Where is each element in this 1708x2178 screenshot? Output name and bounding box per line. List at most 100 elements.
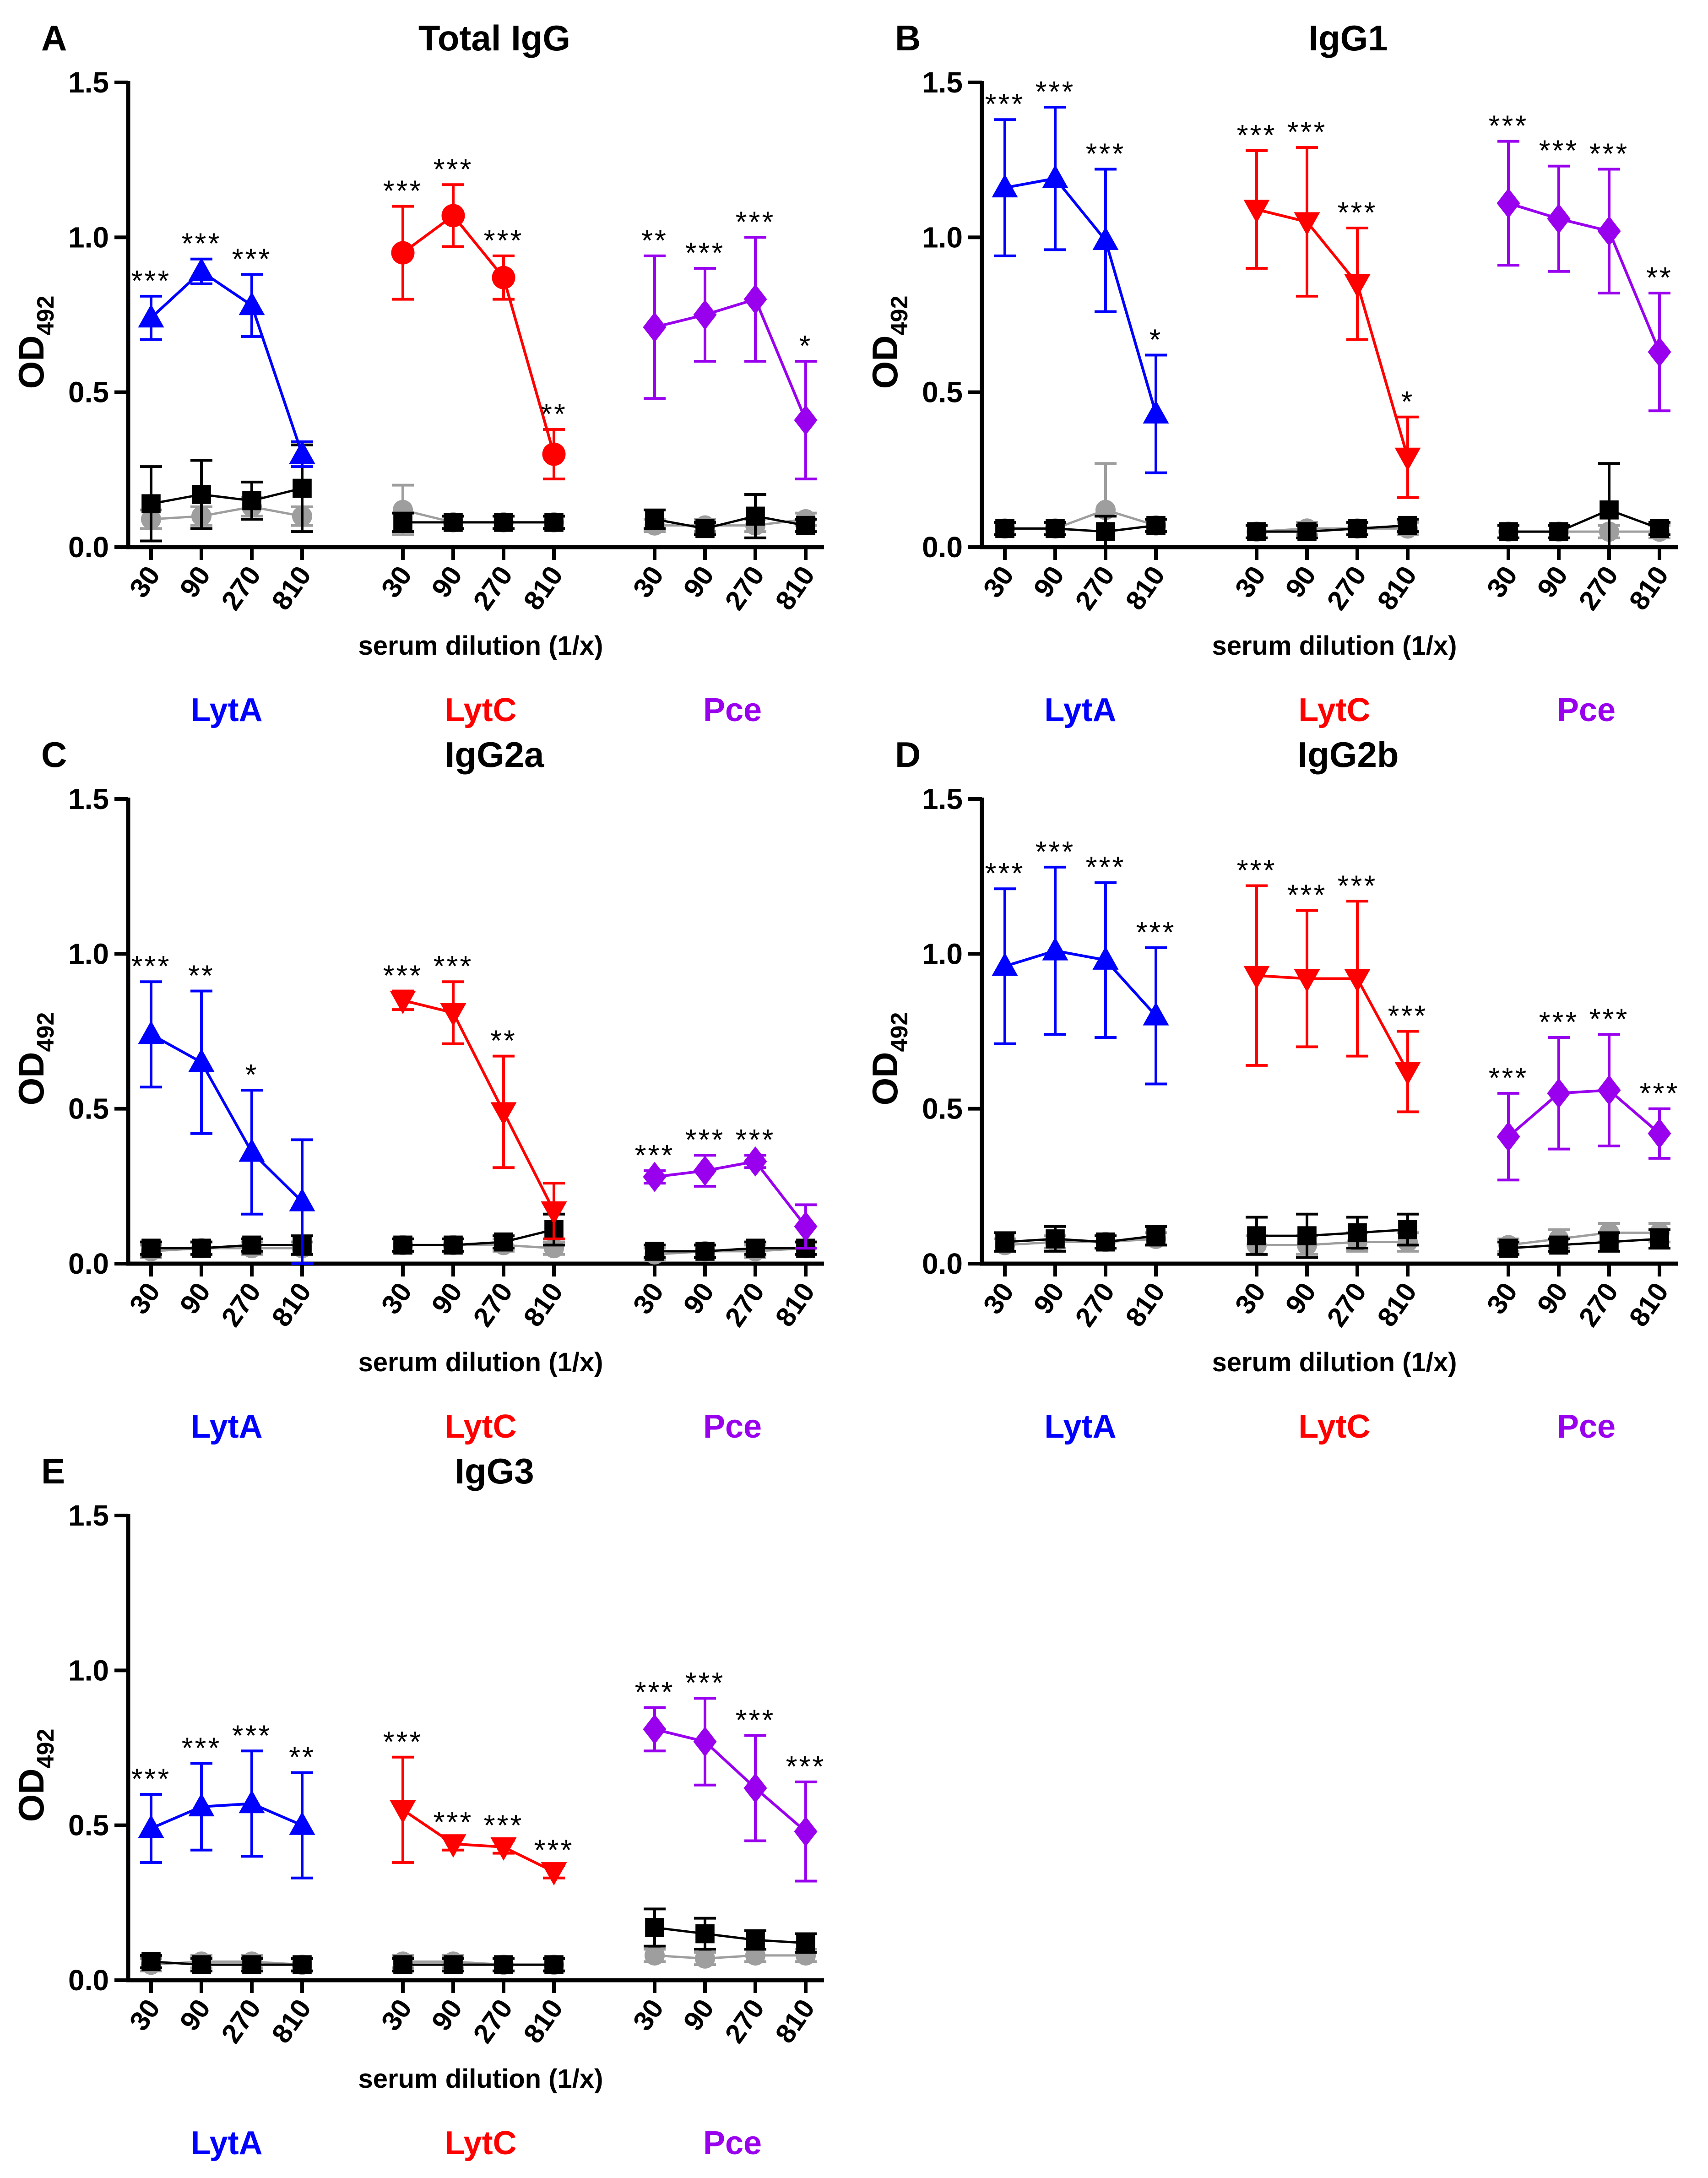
y-tick-label: 0.0 (922, 1247, 963, 1280)
x-tick-label: 90 (1027, 1277, 1070, 1320)
series-line (1256, 208, 1409, 458)
x-tick-label: 30 (627, 1277, 669, 1320)
x-tick-label: 30 (1480, 1277, 1523, 1320)
series-line (402, 1809, 555, 1873)
series-lyta (138, 257, 315, 468)
x-tick-label: 90 (677, 1277, 720, 1320)
series-line (402, 213, 555, 455)
significance-stars: *** (1338, 196, 1377, 229)
significance-stars: *** (685, 1123, 725, 1156)
x-tick-label: 90 (1531, 1277, 1573, 1320)
series-lyta (138, 1749, 315, 1879)
data-point (1650, 519, 1669, 538)
data-point (544, 1955, 564, 1974)
x-tick-label: 30 (627, 560, 669, 603)
significance-stars: * (1150, 323, 1163, 356)
series-line (1507, 1088, 1660, 1138)
series-line (1256, 527, 1408, 533)
data-point (693, 299, 717, 330)
x-tick-label: 270 (1572, 560, 1624, 615)
x-tick-label: 90 (677, 1993, 720, 2036)
data-point (390, 990, 416, 1014)
data-point (794, 1211, 818, 1242)
y-tick-label: 1.0 (922, 937, 963, 970)
data-point (1394, 447, 1421, 471)
y-axis-label-sub: 492 (33, 1729, 59, 1769)
data-point (490, 1102, 517, 1126)
group-label-lyta: LytA (1044, 692, 1116, 728)
significance-stars: *** (484, 1809, 524, 1842)
series-line (654, 297, 807, 421)
x-tick-label: 90 (425, 560, 468, 603)
significance-stars: *** (1237, 853, 1277, 886)
y-tick-label: 1.5 (68, 1499, 109, 1532)
data-point (239, 1138, 265, 1162)
series-line (402, 509, 554, 524)
significance-stars: *** (1539, 134, 1579, 167)
significance-stars: *** (383, 959, 423, 992)
y-axis-label-main: OD (11, 1052, 51, 1105)
x-tick-label: 270 (719, 1277, 770, 1332)
series-line (654, 515, 806, 530)
data-point (645, 1918, 664, 1937)
y-axis-label-sub: 492 (886, 296, 913, 336)
series-line (402, 999, 555, 1212)
group-label-pce: Pce (703, 692, 762, 728)
series-line (1256, 974, 1409, 1072)
series-line (1508, 1231, 1659, 1246)
data-point (141, 1952, 161, 1972)
data-point (289, 1811, 315, 1835)
data-point (1499, 1238, 1518, 1258)
significance-stars: *** (985, 87, 1025, 120)
x-tick-label: 270 (467, 1277, 518, 1332)
data-point (693, 1156, 717, 1186)
series-line (150, 1802, 303, 1830)
y-tick-label: 0.5 (68, 1092, 109, 1125)
control-black-lytc (1246, 1212, 1419, 1259)
x-tick-label: 30 (977, 560, 1019, 603)
significance-stars: *** (1388, 999, 1428, 1032)
series-line (654, 1954, 806, 1960)
data-point (645, 510, 664, 529)
series-line (1004, 1234, 1156, 1244)
series-lytc (390, 1755, 567, 1886)
data-point (1348, 1223, 1367, 1243)
data-point (393, 1235, 412, 1255)
x-tick-label: 270 (215, 1277, 266, 1332)
significance-stars: *** (985, 857, 1025, 890)
data-point (1344, 274, 1371, 298)
x-axis-label: serum dilution (1/x) (1212, 631, 1457, 661)
y-axis-label-sub: 492 (33, 296, 59, 336)
x-tick-label: 270 (215, 560, 266, 615)
significance-stars: ** (289, 1741, 315, 1774)
significance-stars: *** (1287, 115, 1327, 148)
y-tick-label: 0.0 (68, 1964, 109, 1997)
significance-stars: *** (1086, 137, 1126, 170)
series-line (1004, 177, 1157, 414)
x-tick-label: 90 (1027, 560, 1070, 603)
y-tick-label: 1.5 (68, 66, 109, 99)
data-point (494, 513, 513, 532)
data-point (188, 1048, 215, 1072)
data-point (239, 1790, 265, 1814)
data-point (141, 1238, 161, 1258)
data-point (995, 519, 1014, 538)
data-point (743, 1146, 767, 1177)
data-point (289, 440, 315, 464)
data-point (541, 1201, 567, 1225)
data-point (390, 1800, 416, 1824)
x-tick-label: 810 (1623, 560, 1674, 615)
x-tick-label: 90 (1279, 1277, 1322, 1320)
data-point (695, 1924, 715, 1944)
x-tick-label: 270 (1069, 1277, 1120, 1332)
group-label-lyta: LytA (190, 2125, 262, 2162)
series-line (403, 1228, 554, 1246)
data-point (1247, 1226, 1266, 1245)
y-tick-label: 1.5 (922, 66, 963, 99)
x-tick-label: 810 (769, 560, 820, 615)
series-line (1004, 1238, 1156, 1246)
data-point (440, 1003, 466, 1027)
significance-stars: *** (1489, 109, 1529, 142)
control-black-lyta (140, 1234, 313, 1258)
